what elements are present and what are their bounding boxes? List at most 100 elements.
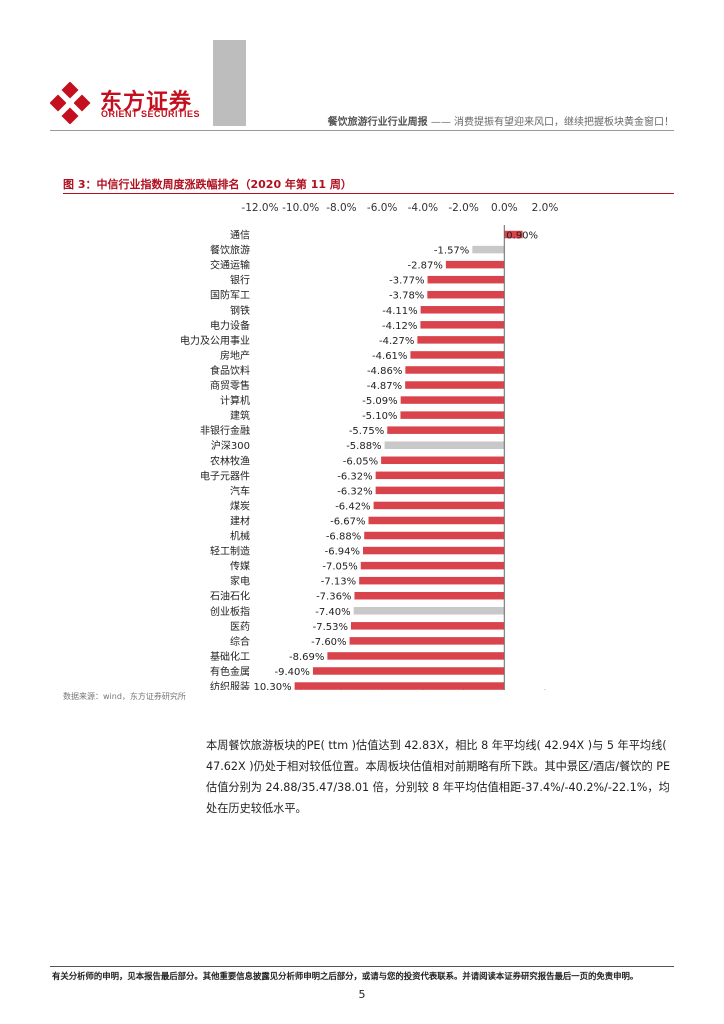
data-label: -4.86%	[367, 366, 402, 377]
data-label: -5.09%	[362, 396, 397, 407]
brand-name-en: ORIENT SECURITIES	[101, 109, 201, 119]
bar	[373, 501, 505, 510]
data-label: -6.42%	[335, 501, 370, 512]
body-paragraph: 本周餐饮旅游板块的PE( ttm )估值达到 42.83X，相比 8 年平均线(…	[206, 739, 671, 815]
bar	[420, 321, 505, 329]
category-label: 轻工制造	[210, 545, 250, 558]
bar	[375, 486, 505, 495]
data-label: -6.94%	[325, 547, 360, 558]
data-label: -5.10%	[362, 411, 397, 422]
data-label: -6.32%	[337, 486, 372, 497]
data-label: -4.87%	[367, 381, 402, 392]
header-divider	[50, 130, 674, 131]
category-label: 商贸零售	[210, 379, 250, 392]
bar	[354, 591, 505, 600]
category-label: 建材	[230, 514, 250, 527]
bar	[312, 667, 505, 675]
bar	[504, 230, 523, 239]
page-number: 5	[358, 988, 366, 1001]
bar	[353, 607, 505, 615]
data-label: -7.40%	[315, 607, 350, 618]
data-label: -2.87%	[407, 261, 442, 272]
brand-name-cn: 东方证券	[100, 90, 193, 115]
category-label: 创业板指	[210, 605, 250, 618]
category-label: 国防军工	[210, 289, 250, 302]
data-label: -7.36%	[316, 592, 351, 603]
data-label: -7.13%	[321, 577, 356, 588]
bar	[405, 366, 505, 374]
bar	[420, 306, 505, 314]
data-label: -5.75%	[349, 426, 384, 437]
bar	[410, 351, 505, 359]
bar	[384, 441, 505, 449]
industry-weekly-change-bar-chart: -12.0% -10.0% -8.0% -6.0% -4.0% -2.0% 0.0% 2.0%…	[180, 202, 559, 690]
data-label: -5.88%	[346, 441, 381, 452]
bar	[400, 396, 505, 404]
data-label: -6.88%	[326, 532, 361, 543]
category-label: 传媒	[230, 561, 250, 573]
category-label: 电子元器件	[200, 469, 250, 482]
bar	[359, 576, 505, 585]
bar	[294, 682, 505, 690]
category-label: 电力设备	[210, 319, 250, 332]
bar	[363, 546, 505, 555]
data-label: -4.11%	[382, 306, 417, 317]
bar	[349, 637, 505, 645]
bar	[427, 290, 505, 299]
category-label: 银行	[230, 274, 250, 287]
category-label: 机械	[230, 530, 250, 543]
bar	[327, 652, 505, 660]
category-label: 交通运输	[210, 259, 250, 272]
figure-divider	[63, 193, 674, 194]
data-label: -4.27%	[379, 336, 414, 347]
category-label: 餐饮旅游	[210, 244, 250, 257]
x-tick-label: 2.0%	[532, 202, 559, 214]
category-label: 建筑	[230, 409, 250, 422]
data-label: -9.40%	[275, 667, 310, 678]
category-label: 家电	[230, 575, 250, 588]
data-label: -8.69%	[289, 652, 324, 663]
x-tick-label: -4.0%	[408, 202, 438, 214]
report-title-subtitle: —— 消费提振有望迎来风口，继续把握板块黄金窗口！	[427, 117, 674, 128]
data-label: -6.05%	[343, 456, 378, 467]
data-label: 0.90%	[506, 231, 538, 242]
category-label: 沪深300	[211, 439, 250, 452]
bar	[350, 622, 505, 630]
bar	[387, 426, 505, 434]
footer-disclaimer: 有关分析师的申明，见本报告最后部分。其他重要信息披露见分析师申明之后部分，或请与…	[52, 971, 639, 981]
data-label: -7.60%	[311, 637, 346, 648]
category-label: 有色金属	[210, 665, 250, 678]
bar	[368, 516, 505, 525]
category-label: 计算机	[220, 394, 250, 407]
data-label: -3.77%	[389, 276, 424, 287]
bar	[360, 561, 505, 570]
category-label: 医药	[230, 621, 250, 633]
x-tick-label: 0.0%	[491, 202, 518, 214]
brand-color-bar	[213, 40, 246, 126]
footer-divider	[50, 966, 674, 967]
data-label: -1.57%	[434, 246, 469, 257]
x-tick-label: -8.0%	[326, 202, 356, 214]
orient-securities-logo-icon	[50, 82, 91, 124]
x-tick-label: -10.0%	[282, 202, 319, 214]
data-label: -3.78%	[389, 291, 424, 302]
bar	[427, 275, 505, 284]
category-label: 煤炭	[230, 499, 250, 512]
report-title-bold: 餐饮旅游行业行业周报	[327, 117, 428, 128]
data-label: -6.32%	[337, 471, 372, 482]
category-label: 通信	[230, 230, 250, 242]
bar	[375, 471, 505, 480]
figure-title: 图 3：中信行业指数周度涨跌幅排名（2020 年第 11 周）	[63, 178, 352, 191]
bar	[472, 245, 505, 254]
category-label: 非银行金融	[200, 424, 250, 437]
category-label: 石油石化	[210, 590, 250, 603]
report-title: 餐饮旅游行业行业周报 —— 消费提振有望迎来风口，继续把握板块黄金窗口！	[328, 113, 674, 128]
bar	[364, 531, 505, 540]
bar	[417, 336, 505, 344]
data-label: -7.53%	[313, 622, 348, 633]
category-label: 钢铁	[230, 304, 250, 317]
x-tick-label: -6.0%	[367, 202, 397, 214]
category-label: 电力及公用事业	[180, 334, 250, 347]
data-label: 10.30%	[253, 682, 291, 690]
